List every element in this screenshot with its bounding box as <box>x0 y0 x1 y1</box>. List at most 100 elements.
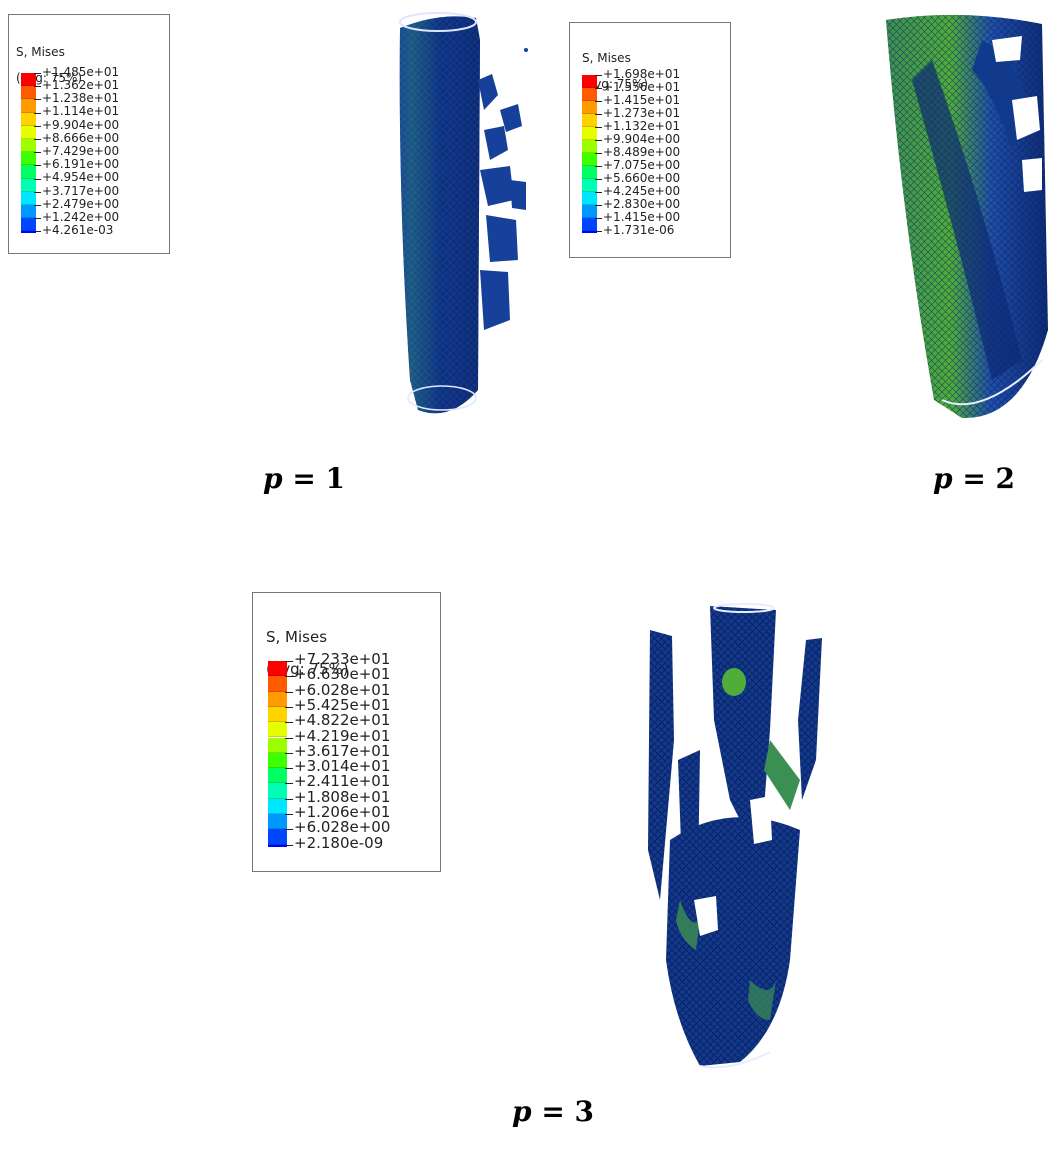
legend-value: +7.075e+00 <box>603 157 681 172</box>
legend-tick <box>285 691 293 693</box>
legend-tick <box>595 75 602 76</box>
caption-equals: = <box>531 1095 575 1128</box>
legend-swatch <box>582 218 597 231</box>
legend-tick <box>34 73 41 74</box>
legend-swatch <box>582 88 597 101</box>
legend-value: +6.630e+01 <box>294 665 391 684</box>
legend-swatch <box>268 722 287 738</box>
legend-tick <box>34 125 41 127</box>
caption-equals: = <box>282 462 326 495</box>
caption-number: 1 <box>325 462 346 495</box>
mesh-model-p1 <box>399 12 528 414</box>
legend-tick <box>285 661 293 662</box>
legend-value: +3.717e+00 <box>42 183 120 198</box>
legend-value: +6.028e+01 <box>294 680 391 699</box>
legend-tick <box>285 783 293 785</box>
legend-swatch <box>582 140 597 153</box>
legend-tick <box>34 139 41 140</box>
legend-tick <box>34 205 41 206</box>
mesh-holes <box>694 796 772 936</box>
legend-tick <box>285 844 293 846</box>
legend-value: +1.556e+01 <box>603 79 681 94</box>
legend-tick <box>285 814 293 815</box>
legend-value: +1.808e+01 <box>294 787 391 806</box>
caption-variable: p <box>933 462 953 495</box>
mesh-model-p3 <box>648 603 822 1069</box>
legend-swatch <box>582 127 597 140</box>
caption-number: 2 <box>995 462 1016 495</box>
legend-value: +4.261e-03 <box>42 223 114 238</box>
legend-tick <box>595 205 602 206</box>
legend-tick <box>285 752 293 754</box>
legend-swatch <box>582 166 597 179</box>
legend-value: +2.180e-09 <box>294 833 384 852</box>
legend-swatch <box>21 99 36 113</box>
stress-legend-p1: S, Mises (Avg: 75%) +1.485e+01 +1.362e+01… <box>8 14 170 254</box>
legend-value: +2.479e+00 <box>42 196 120 211</box>
legend-tick <box>285 768 293 770</box>
legend-tick <box>595 192 602 193</box>
legend-value: +8.489e+00 <box>603 144 681 159</box>
legend-tick <box>595 231 602 232</box>
legend-tick <box>595 166 602 167</box>
legend-tick <box>34 231 41 233</box>
legend-value: +7.429e+00 <box>42 144 120 158</box>
legend-swatch <box>268 768 287 784</box>
legend-tick <box>34 218 41 220</box>
stress-legend-p2: S, Mises (Avg: 75%) +1.698e+01 +1.556e+01… <box>569 22 731 258</box>
legend-swatch <box>268 676 287 692</box>
legend-tick <box>595 127 602 128</box>
legend-swatch <box>582 75 597 88</box>
legend-swatch <box>21 218 36 232</box>
legend-tick <box>34 86 41 88</box>
legend-swatch <box>268 844 287 847</box>
legend-swatch <box>21 191 36 205</box>
legend-swatch <box>268 814 287 830</box>
legend-tick <box>285 829 293 831</box>
legend-value: +4.954e+00 <box>42 170 120 185</box>
legend-title-line1: S, Mises <box>266 628 328 646</box>
legend-tick <box>34 178 41 180</box>
legend-tick <box>595 101 602 102</box>
legend-value: +3.617e+01 <box>294 741 391 760</box>
legend-swatch <box>582 179 597 192</box>
legend-swatch <box>582 205 597 218</box>
legend-swatch <box>21 178 36 192</box>
legend-value: +1.206e+01 <box>294 803 391 821</box>
legend-value: +5.660e+00 <box>603 170 681 185</box>
legend-swatch <box>582 192 597 205</box>
legend-swatch <box>268 691 287 707</box>
legend-value: +1.415e+01 <box>603 92 681 107</box>
legend-title-line1: S, Mises <box>16 45 65 59</box>
caption-equals: = <box>952 462 996 495</box>
panel-caption-p3: p = 3 <box>512 1095 594 1128</box>
mesh-fragments <box>478 48 528 330</box>
legend-value: +4.822e+01 <box>294 711 391 730</box>
legend-value: +1.273e+01 <box>603 105 681 120</box>
legend-swatch <box>582 101 597 114</box>
legend-tick <box>34 99 41 101</box>
stress-legend-p3: S, Mises (Avg: 75%) +7.233e+01 +6.630e+01… <box>252 592 441 872</box>
legend-value: +1.114e+01 <box>42 104 120 119</box>
legend-tick <box>34 112 41 114</box>
legend-value: +9.904e+00 <box>603 131 681 146</box>
legend-value: +1.731e-06 <box>603 222 675 237</box>
legend-title-line1: S, Mises <box>582 51 631 65</box>
legend-tick <box>285 722 293 724</box>
legend-value: +7.233e+01 <box>294 650 391 668</box>
legend-swatch <box>268 661 287 677</box>
legend-swatch <box>268 829 287 845</box>
caption-number: 3 <box>574 1095 595 1128</box>
legend-swatch <box>582 231 597 233</box>
legend-swatch <box>268 798 287 814</box>
mesh-body <box>648 606 822 1066</box>
legend-tick <box>595 88 602 89</box>
legend-tick <box>285 737 293 739</box>
caption-variable: p <box>263 462 283 495</box>
legend-tick <box>595 140 602 141</box>
legend-swatch <box>21 86 36 100</box>
legend-swatch <box>21 205 36 219</box>
legend-value: +4.245e+00 <box>603 183 681 198</box>
legend-value: +4.219e+01 <box>294 726 391 745</box>
legend-swatch <box>268 752 287 769</box>
